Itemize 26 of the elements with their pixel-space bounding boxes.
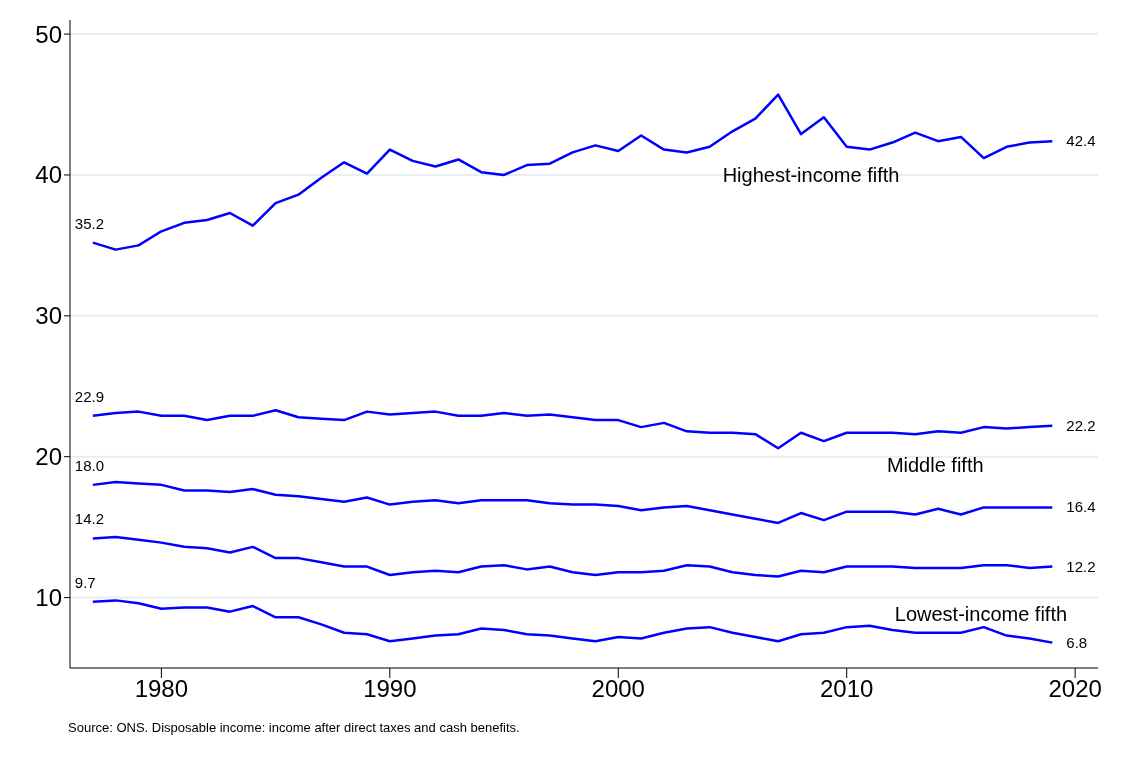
x-tick-label: 1980	[134, 675, 189, 703]
line-series	[91, 408, 1054, 450]
data-label: 42.4	[1066, 132, 1096, 150]
line-series	[91, 535, 1054, 578]
source-note: Source: ONS. Disposable income: income after direct taxes and cash benefits.	[68, 720, 521, 735]
x-tick-label: 2020	[1048, 675, 1102, 703]
series-label: Lowest-income fifth	[894, 602, 1068, 625]
data-label: 16.4	[1066, 498, 1096, 516]
y-tick-label: 50	[35, 20, 62, 48]
data-label: 14.2	[74, 510, 105, 528]
data-label: 12.2	[1066, 557, 1096, 575]
y-tick-label: 20	[35, 443, 62, 471]
data-label: 22.2	[1066, 416, 1096, 434]
x-tick-label: 1990	[363, 675, 417, 703]
data-label: 18.0	[74, 456, 105, 474]
data-label: 35.2	[74, 214, 105, 232]
series-label: Middle fifth	[886, 454, 984, 477]
x-tick-label: 2010	[820, 675, 874, 703]
y-tick-label: 30	[35, 302, 62, 330]
data-label: 6.8	[1066, 633, 1088, 651]
series-label: Highest-income fifth	[722, 164, 900, 187]
data-label: 9.7	[74, 573, 96, 591]
data-label: 22.9	[74, 387, 105, 405]
x-tick-label: 2000	[591, 675, 645, 703]
y-tick-label: 10	[35, 584, 62, 612]
y-tick-label: 40	[35, 161, 62, 189]
